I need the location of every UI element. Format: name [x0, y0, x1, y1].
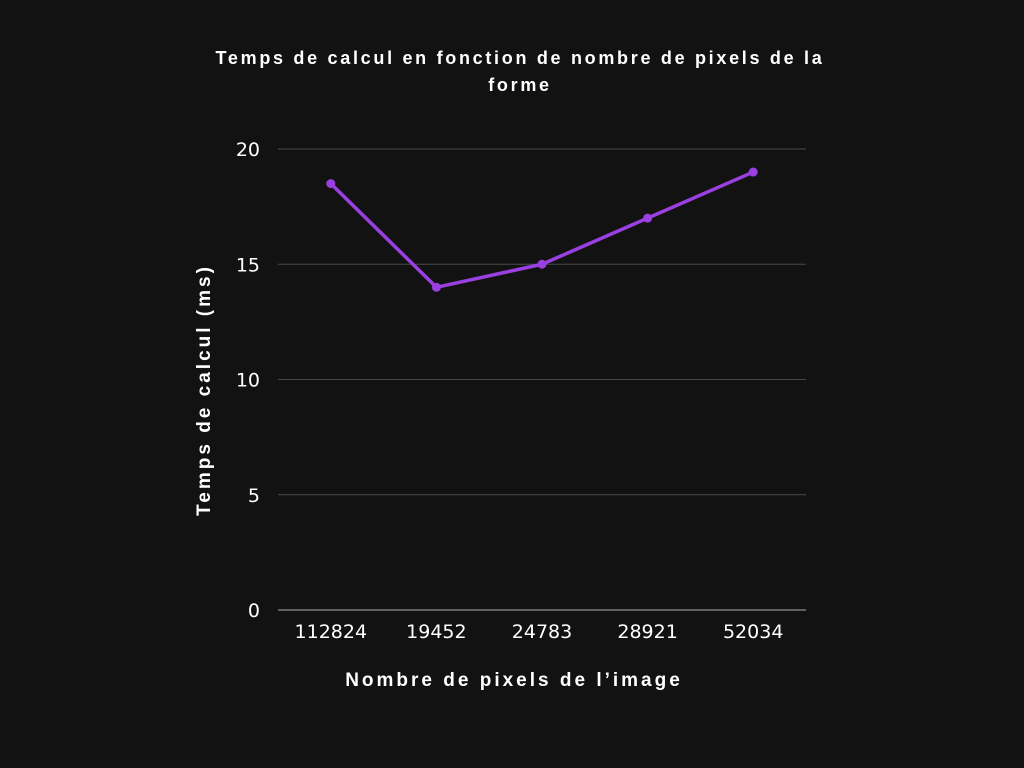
- data-point-52034: [748, 167, 758, 177]
- x-axis-title: Nombre de pixels de l’image: [345, 670, 683, 691]
- x-tick-labels: 112824 19452 24783 28921 52034: [295, 621, 784, 643]
- x-tick-label-24783: 24783: [512, 621, 572, 643]
- y-tick-label-15: 15: [236, 254, 260, 276]
- data-point-112824: [326, 179, 336, 189]
- y-tick-label-5: 5: [248, 485, 260, 507]
- y-tick-label-10: 10: [236, 370, 260, 392]
- series-layer: [326, 167, 758, 292]
- data-point-19452: [431, 282, 441, 292]
- gridlines: [278, 148, 806, 496]
- y-tick-label-0: 0: [248, 600, 260, 622]
- series-line-0: [329, 170, 755, 290]
- y-tick-label-20: 20: [236, 139, 260, 161]
- x-tick-label-19452: 19452: [406, 621, 466, 643]
- y-axis-title: Temps de calcul (ms): [194, 264, 215, 516]
- chart-title: Temps de calcul en fonction de nombre de…: [215, 48, 825, 95]
- x-tick-label-52034: 52034: [723, 621, 783, 643]
- y-tick-labels: 0 5 10 15 20: [236, 139, 260, 622]
- x-tick-label-112824: 112824: [295, 621, 368, 643]
- data-point-24783: [537, 259, 547, 269]
- data-point-28921: [643, 213, 653, 223]
- x-tick-label-28921: 28921: [617, 621, 677, 643]
